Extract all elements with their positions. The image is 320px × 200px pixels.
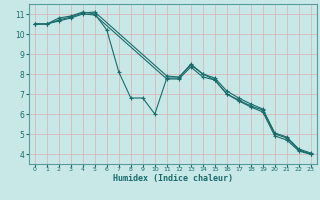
X-axis label: Humidex (Indice chaleur): Humidex (Indice chaleur) xyxy=(113,174,233,183)
